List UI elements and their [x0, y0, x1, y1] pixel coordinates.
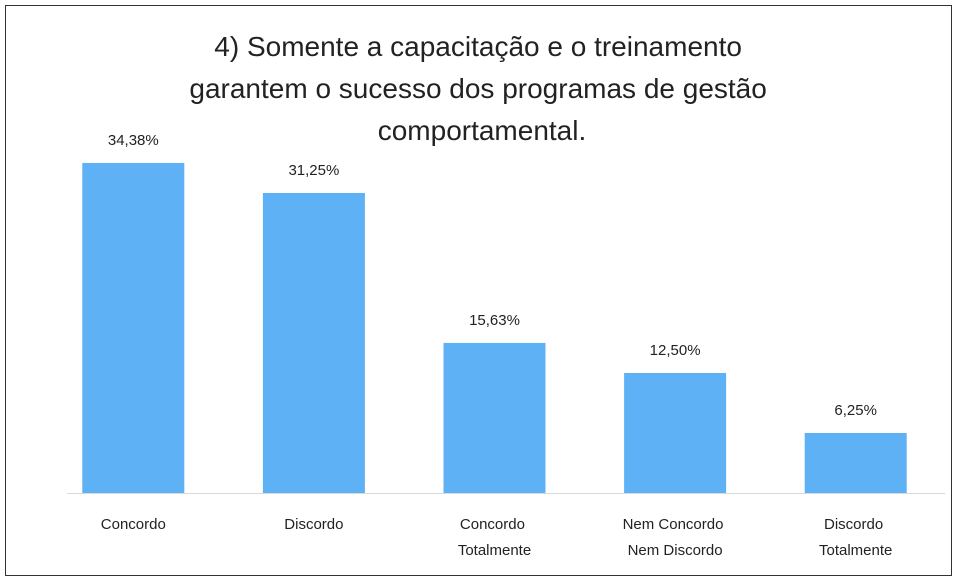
bar	[443, 342, 546, 493]
bar	[624, 373, 727, 493]
data-label: 15,63%	[469, 312, 520, 329]
x-tick-label: Concordo	[101, 516, 166, 533]
data-label: 31,25%	[288, 162, 339, 179]
x-tick-label: Nem Concordo Nem Discordo	[623, 516, 728, 559]
chart-title: 4) Somente a capacitação e o treinamento…	[189, 31, 774, 146]
data-label: 12,50%	[650, 342, 701, 359]
bar	[262, 193, 365, 493]
bar	[804, 433, 907, 493]
x-tick-label: Discordo	[284, 516, 343, 533]
data-label: 34,38%	[108, 132, 159, 149]
x-tick-label: Discordo Totalmente	[819, 516, 892, 559]
x-tick-label: Concordo Totalmente	[458, 516, 531, 559]
data-label: 6,25%	[834, 402, 877, 419]
bar	[82, 162, 185, 493]
